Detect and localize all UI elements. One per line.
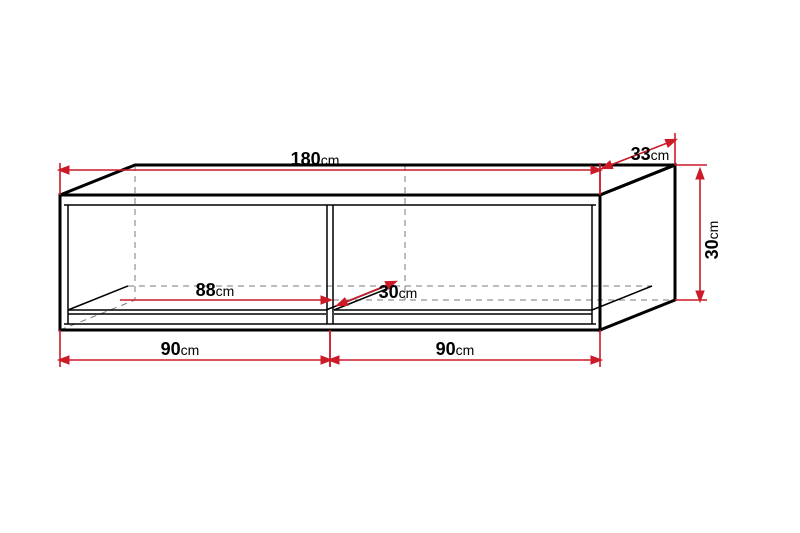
dim-right_90: 90cm	[330, 330, 600, 367]
dim-label-inner_30: 30cm	[379, 282, 418, 302]
dim-label-inner_88: 88cm	[196, 280, 235, 300]
dim-label-depth_33: 33cm	[631, 144, 670, 164]
dim-label-left_90: 90cm	[161, 339, 200, 359]
dim-inner_88: 88cm	[120, 280, 330, 300]
dim-height_30: 30cm	[675, 165, 722, 300]
dim-label-right_90: 90cm	[436, 339, 475, 359]
dim-label-height_30: 30cm	[702, 221, 722, 260]
dim-label-width_180: 180cm	[291, 149, 340, 169]
dim-left_90: 90cm	[60, 330, 330, 367]
dim-inner_30: 30cm	[338, 282, 417, 305]
dim-width_180: 180cm	[60, 149, 600, 195]
